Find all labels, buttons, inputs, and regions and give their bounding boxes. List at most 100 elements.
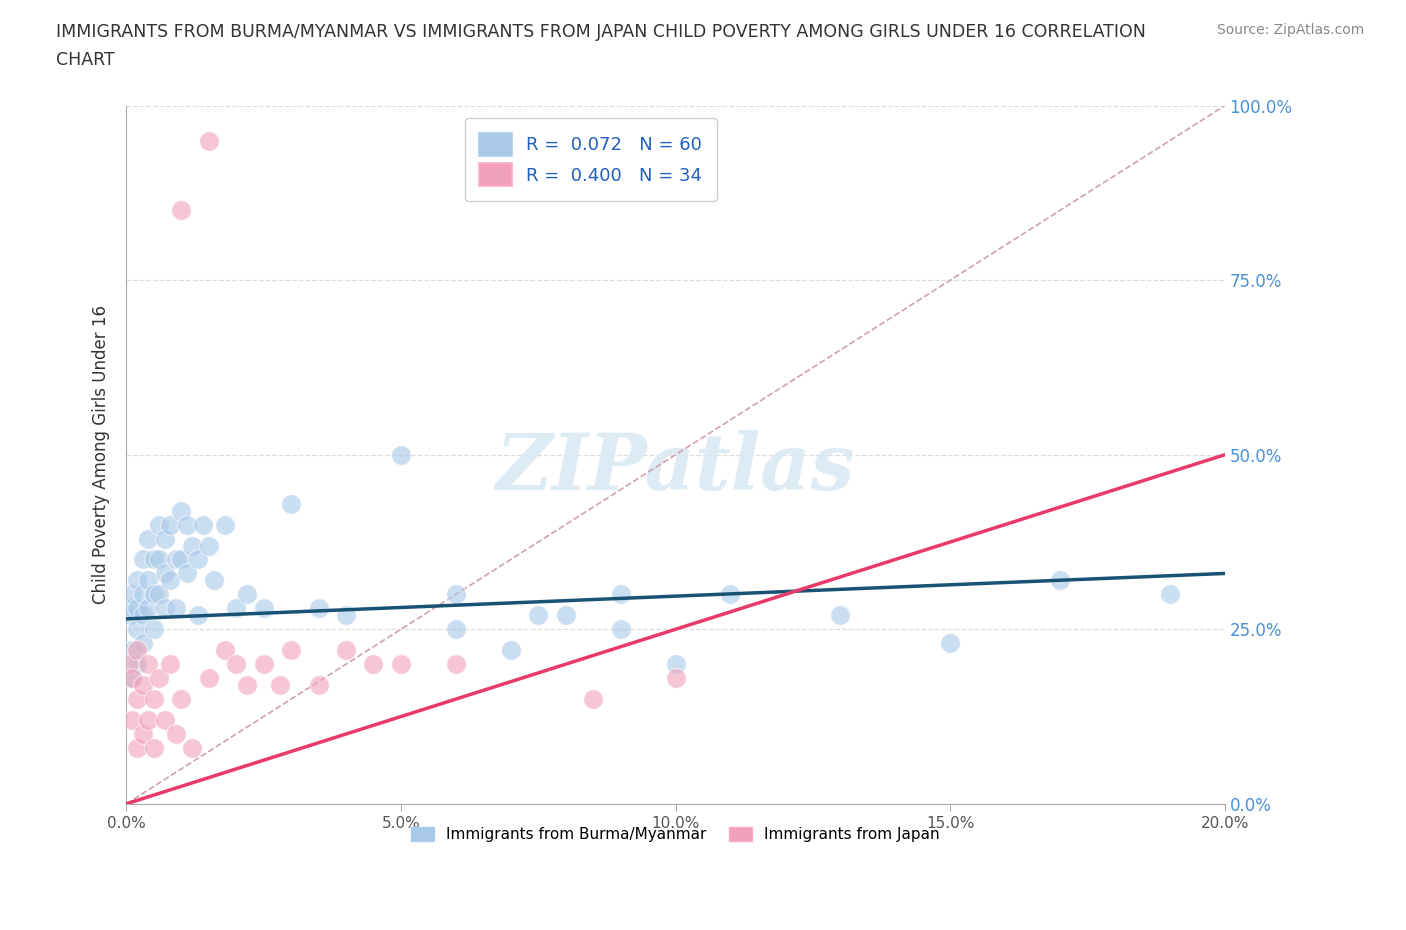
Point	[236, 587, 259, 602]
Point	[720, 587, 742, 602]
Point	[132, 608, 155, 623]
Point	[609, 587, 631, 602]
Point	[148, 587, 170, 602]
Point	[136, 712, 159, 727]
Point	[181, 740, 204, 755]
Point	[939, 636, 962, 651]
Point	[527, 608, 550, 623]
Point	[127, 643, 149, 658]
Point	[499, 643, 522, 658]
Point	[132, 552, 155, 567]
Point	[142, 587, 165, 602]
Point	[118, 608, 141, 623]
Point	[136, 657, 159, 671]
Text: IMMIGRANTS FROM BURMA/MYANMAR VS IMMIGRANTS FROM JAPAN CHILD POVERTY AMONG GIRLS: IMMIGRANTS FROM BURMA/MYANMAR VS IMMIGRA…	[56, 23, 1146, 41]
Point	[159, 517, 181, 532]
Point	[181, 538, 204, 553]
Point	[153, 601, 176, 616]
Point	[187, 552, 209, 567]
Point	[444, 657, 467, 671]
Point	[121, 671, 143, 685]
Point	[444, 587, 467, 602]
Point	[193, 517, 215, 532]
Point	[165, 726, 187, 741]
Point	[664, 657, 686, 671]
Point	[148, 671, 170, 685]
Point	[269, 678, 291, 693]
Point	[308, 601, 330, 616]
Point	[554, 608, 576, 623]
Point	[132, 636, 155, 651]
Point	[252, 601, 274, 616]
Point	[136, 601, 159, 616]
Point	[132, 726, 155, 741]
Point	[176, 517, 198, 532]
Point	[389, 447, 412, 462]
Point	[127, 740, 149, 755]
Point	[142, 692, 165, 707]
Point	[127, 573, 149, 588]
Point	[153, 531, 176, 546]
Point	[132, 587, 155, 602]
Point	[165, 601, 187, 616]
Point	[214, 517, 236, 532]
Point	[830, 608, 852, 623]
Point	[165, 552, 187, 567]
Text: ZIPatlas: ZIPatlas	[496, 431, 855, 507]
Point	[225, 657, 247, 671]
Point	[252, 657, 274, 671]
Point	[127, 692, 149, 707]
Point	[159, 573, 181, 588]
Point	[335, 608, 357, 623]
Point	[170, 692, 193, 707]
Y-axis label: Child Poverty Among Girls Under 16: Child Poverty Among Girls Under 16	[93, 305, 110, 604]
Point	[197, 133, 219, 148]
Point	[121, 601, 143, 616]
Point	[118, 657, 141, 671]
Point	[308, 678, 330, 693]
Point	[1049, 573, 1071, 588]
Point	[136, 531, 159, 546]
Point	[582, 692, 605, 707]
Point	[444, 622, 467, 637]
Point	[121, 643, 143, 658]
Point	[121, 671, 143, 685]
Text: Source: ZipAtlas.com: Source: ZipAtlas.com	[1216, 23, 1364, 37]
Point	[280, 643, 302, 658]
Point	[127, 622, 149, 637]
Point	[159, 657, 181, 671]
Point	[664, 671, 686, 685]
Point	[142, 740, 165, 755]
Point	[121, 712, 143, 727]
Point	[609, 622, 631, 637]
Point	[148, 517, 170, 532]
Point	[214, 643, 236, 658]
Point	[153, 566, 176, 581]
Point	[236, 678, 259, 693]
Point	[389, 657, 412, 671]
Point	[197, 671, 219, 685]
Point	[335, 643, 357, 658]
Text: CHART: CHART	[56, 51, 115, 69]
Point	[136, 573, 159, 588]
Point	[153, 712, 176, 727]
Point	[121, 587, 143, 602]
Point	[127, 657, 149, 671]
Point	[127, 601, 149, 616]
Point	[148, 552, 170, 567]
Point	[142, 622, 165, 637]
Legend: Immigrants from Burma/Myanmar, Immigrants from Japan: Immigrants from Burma/Myanmar, Immigrant…	[405, 821, 946, 848]
Point	[176, 566, 198, 581]
Point	[142, 552, 165, 567]
Point	[170, 503, 193, 518]
Point	[170, 552, 193, 567]
Point	[225, 601, 247, 616]
Point	[202, 573, 225, 588]
Point	[187, 608, 209, 623]
Point	[132, 678, 155, 693]
Point	[197, 538, 219, 553]
Point	[280, 497, 302, 512]
Point	[170, 203, 193, 218]
Point	[363, 657, 385, 671]
Point	[1159, 587, 1181, 602]
